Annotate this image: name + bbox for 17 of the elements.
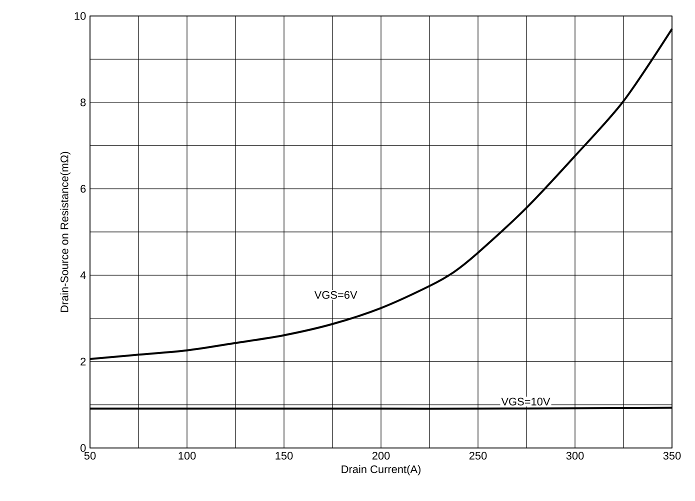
y-tick-label: 0 — [80, 444, 86, 452]
x-tick-label: 100 — [178, 452, 196, 460]
y-tick-label: 6 — [80, 184, 86, 193]
x-tick-label: 200 — [372, 452, 390, 460]
y-axis-title: Drain-Source on Resistance(mΩ) — [60, 152, 70, 312]
x-tick-label: 150 — [276, 452, 293, 460]
y-tick-label: 10 — [74, 12, 86, 20]
y-tick-label: 2 — [80, 358, 86, 366]
x-tick-label: 350 — [663, 452, 681, 460]
series-label: VGS=6V — [314, 291, 358, 299]
x-axis-title: Drain Current(A) — [342, 465, 420, 476]
y-tick-label: 8 — [80, 98, 86, 106]
y-tick-label: 4 — [80, 271, 86, 279]
x-tick-label: 300 — [566, 452, 584, 460]
x-tick-label: 50 — [84, 452, 96, 460]
x-tick-label: 250 — [469, 452, 487, 460]
series-label: VGS=10V — [501, 398, 550, 406]
